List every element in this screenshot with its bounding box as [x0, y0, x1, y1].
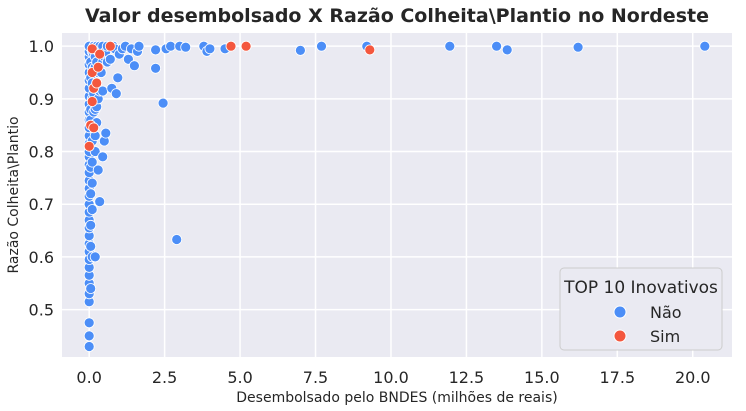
data-point: [150, 44, 162, 56]
series-sim: [83, 40, 376, 152]
data-point: [180, 41, 192, 53]
y-axis-label: Razão Colheita\Plantio: [6, 116, 22, 273]
data-points: [83, 40, 711, 352]
y-tick-label: 0.6: [29, 248, 54, 267]
data-point: [204, 43, 216, 55]
x-axis-label: Desembolsado pelo BNDES (milhões de reai…: [236, 390, 557, 406]
data-point: [94, 48, 106, 60]
data-point: [316, 40, 327, 52]
y-tick-label: 0.7: [29, 195, 54, 214]
x-tick-label: 7.5: [303, 368, 328, 387]
x-tick-label: 17.5: [600, 368, 636, 387]
data-point: [171, 234, 183, 245]
data-point: [83, 317, 95, 329]
data-point: [86, 156, 98, 168]
data-point: [128, 60, 140, 72]
data-point: [86, 177, 98, 189]
data-point: [240, 40, 252, 52]
legend-marker-nao: [613, 305, 627, 319]
x-tick-label: 20.0: [675, 368, 711, 387]
x-tick-label: 15.0: [524, 368, 560, 387]
data-point: [150, 62, 162, 74]
data-point: [444, 40, 456, 52]
y-tick-label: 0.9: [29, 90, 54, 109]
data-point: [85, 188, 97, 200]
x-tick-label: 0.0: [76, 368, 101, 387]
data-point: [97, 151, 109, 163]
y-tick-labels: 0.5 0.6 0.7 0.8 0.9 1.0: [29, 37, 54, 319]
data-point: [85, 219, 97, 231]
data-point: [83, 330, 95, 342]
x-tick-label: 2.5: [152, 368, 177, 387]
x-tick-label: 12.5: [449, 368, 485, 387]
data-point: [133, 40, 145, 52]
data-point: [83, 341, 95, 352]
legend-marker-sim: [613, 329, 627, 343]
data-point: [85, 283, 97, 294]
data-point: [89, 251, 101, 263]
legend: TOP 10 Inovativos Não Sim: [559, 267, 723, 351]
x-tick-label: 10.0: [373, 368, 409, 387]
data-point: [104, 40, 116, 52]
data-point: [225, 40, 237, 52]
data-point: [501, 44, 513, 56]
legend-label-nao: Não: [650, 303, 682, 322]
data-point: [92, 164, 104, 176]
data-point: [88, 122, 100, 134]
data-point: [104, 53, 116, 65]
data-point: [86, 96, 98, 107]
legend-label-sim: Sim: [650, 327, 680, 346]
data-point: [157, 97, 169, 109]
x-tick-label: 5.0: [227, 368, 252, 387]
data-point: [86, 204, 98, 215]
legend-box: [559, 267, 723, 351]
data-point: [294, 45, 306, 56]
legend-title: TOP 10 Inovativos: [563, 278, 718, 298]
data-point: [364, 44, 376, 56]
data-point: [165, 40, 177, 52]
y-tick-label: 1.0: [29, 37, 54, 56]
data-point: [85, 240, 97, 252]
y-tick-label: 0.5: [29, 301, 54, 320]
data-point: [86, 43, 98, 55]
data-point: [491, 40, 503, 52]
data-point: [699, 40, 711, 52]
chart-title: Valor desembolsado X Razão Colheita\Plan…: [85, 5, 709, 27]
data-point: [83, 140, 95, 152]
data-point: [92, 61, 104, 73]
data-point: [94, 196, 106, 208]
data-point: [112, 72, 124, 84]
data-point: [572, 41, 584, 53]
x-tick-labels: 0.0 2.5 5.0 7.5 10.0 12.5 15.0 17.5 20.0: [76, 368, 710, 387]
y-tick-label: 0.8: [29, 143, 54, 162]
data-point: [100, 127, 112, 139]
data-point: [110, 88, 122, 99]
data-point: [91, 77, 103, 89]
